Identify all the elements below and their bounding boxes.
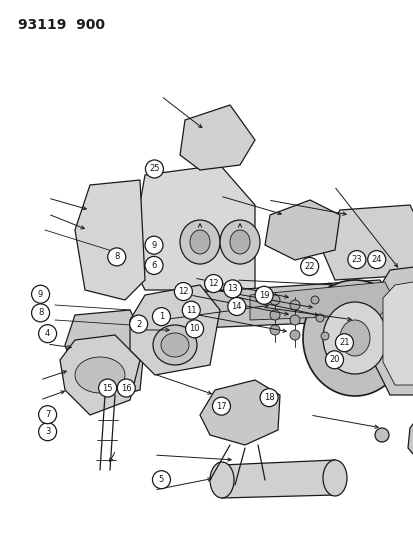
Ellipse shape <box>289 330 299 340</box>
Polygon shape <box>407 415 413 468</box>
Ellipse shape <box>322 302 386 374</box>
Text: 5: 5 <box>159 475 164 484</box>
Ellipse shape <box>289 300 299 310</box>
Ellipse shape <box>153 325 197 365</box>
Polygon shape <box>249 282 394 320</box>
Circle shape <box>98 379 116 397</box>
Text: 8: 8 <box>114 253 119 261</box>
Ellipse shape <box>190 230 209 254</box>
Polygon shape <box>180 105 254 170</box>
Text: 10: 10 <box>189 325 199 333</box>
Polygon shape <box>60 335 140 415</box>
Circle shape <box>152 308 170 326</box>
Polygon shape <box>382 280 413 385</box>
Ellipse shape <box>289 315 299 325</box>
Ellipse shape <box>75 357 125 393</box>
Polygon shape <box>130 165 254 290</box>
Circle shape <box>347 251 365 269</box>
Text: 7: 7 <box>45 410 50 419</box>
Text: 6: 6 <box>151 261 156 270</box>
Text: 13: 13 <box>227 285 237 293</box>
Text: 19: 19 <box>258 291 269 300</box>
Circle shape <box>145 256 163 274</box>
Polygon shape <box>264 200 339 260</box>
Text: 9: 9 <box>38 290 43 298</box>
Circle shape <box>227 297 245 316</box>
Circle shape <box>335 334 353 352</box>
Circle shape <box>204 274 222 293</box>
Text: 4: 4 <box>45 329 50 338</box>
Text: 8: 8 <box>38 309 43 317</box>
Circle shape <box>145 160 163 178</box>
Ellipse shape <box>161 333 189 357</box>
Circle shape <box>325 351 343 369</box>
Text: 12: 12 <box>178 287 188 296</box>
Circle shape <box>38 406 57 424</box>
Polygon shape <box>140 280 394 330</box>
Ellipse shape <box>339 320 369 356</box>
Text: 23: 23 <box>351 255 361 264</box>
Circle shape <box>254 286 273 304</box>
Circle shape <box>31 285 50 303</box>
Circle shape <box>117 379 135 397</box>
Ellipse shape <box>310 296 318 304</box>
Polygon shape <box>374 265 413 395</box>
Ellipse shape <box>230 230 249 254</box>
Polygon shape <box>319 205 413 280</box>
Text: 24: 24 <box>370 255 381 264</box>
Circle shape <box>129 315 147 333</box>
Polygon shape <box>65 310 145 400</box>
Text: 9: 9 <box>151 241 156 249</box>
Circle shape <box>174 282 192 301</box>
Text: 21: 21 <box>338 338 349 347</box>
Polygon shape <box>211 460 344 498</box>
Circle shape <box>185 320 203 338</box>
Ellipse shape <box>322 460 346 496</box>
Circle shape <box>152 471 170 489</box>
Text: 17: 17 <box>216 402 226 410</box>
Text: 12: 12 <box>208 279 218 288</box>
Circle shape <box>38 423 57 441</box>
Polygon shape <box>199 380 279 445</box>
Text: 1: 1 <box>159 312 164 321</box>
Circle shape <box>300 257 318 276</box>
Text: 2: 2 <box>136 320 141 328</box>
Text: 22: 22 <box>304 262 314 271</box>
Text: 20: 20 <box>328 356 339 364</box>
Ellipse shape <box>374 428 388 442</box>
Text: 18: 18 <box>263 393 274 402</box>
Ellipse shape <box>269 295 279 305</box>
Text: 11: 11 <box>185 306 196 314</box>
Ellipse shape <box>320 332 328 340</box>
Circle shape <box>31 304 50 322</box>
Text: 15: 15 <box>102 384 113 392</box>
Polygon shape <box>130 285 219 375</box>
Circle shape <box>223 280 241 298</box>
Circle shape <box>145 236 163 254</box>
Circle shape <box>182 301 200 319</box>
Circle shape <box>38 325 57 343</box>
Circle shape <box>367 251 385 269</box>
Text: 25: 25 <box>149 165 159 173</box>
Text: 14: 14 <box>231 302 242 311</box>
Circle shape <box>212 397 230 415</box>
Circle shape <box>107 248 126 266</box>
Text: 93119  900: 93119 900 <box>18 18 105 32</box>
Ellipse shape <box>315 314 323 322</box>
Ellipse shape <box>180 220 219 264</box>
Circle shape <box>259 389 278 407</box>
Ellipse shape <box>269 325 279 335</box>
Text: 3: 3 <box>45 427 50 436</box>
Ellipse shape <box>219 220 259 264</box>
Ellipse shape <box>302 280 406 396</box>
Ellipse shape <box>209 462 233 498</box>
Ellipse shape <box>269 310 279 320</box>
Polygon shape <box>75 180 145 300</box>
Text: 16: 16 <box>121 384 131 392</box>
